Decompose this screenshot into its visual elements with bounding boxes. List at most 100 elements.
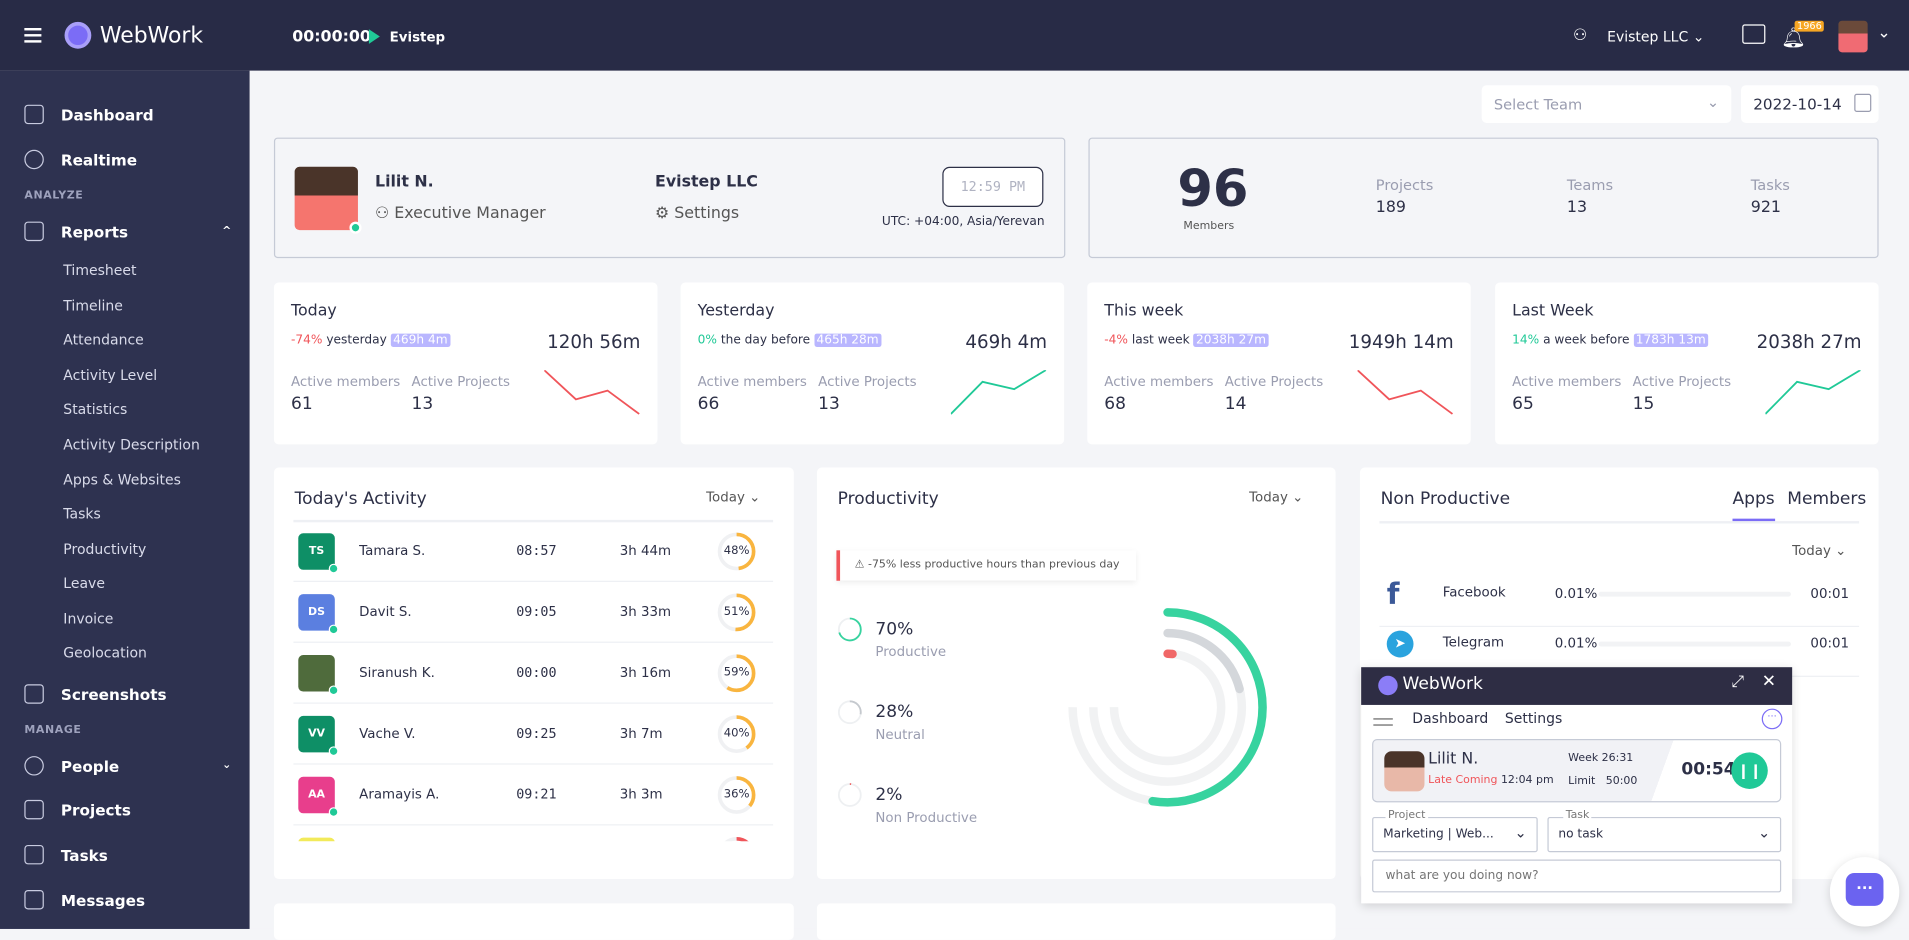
- support-chat-button[interactable]: ···: [1829, 857, 1900, 927]
- sidebar-subitem[interactable]: Tasks: [63, 505, 101, 523]
- sidebar-subitem[interactable]: Invoice: [63, 609, 114, 628]
- sidebar-item-realtime[interactable]: Realtime: [24, 149, 138, 170]
- telegram-icon: ➤: [1386, 630, 1414, 658]
- label: Realtime: [60, 150, 138, 169]
- tab-apps[interactable]: Apps: [1732, 489, 1775, 523]
- date-picker[interactable]: 2022-10-14: [1741, 85, 1879, 123]
- alert-text: -75% less productive hours than previous…: [868, 558, 1120, 572]
- company-dropdown[interactable]: Evistep LLC ⌄: [1607, 28, 1705, 46]
- week-value: 26:31: [1601, 752, 1634, 765]
- messages-icon[interactable]: [1742, 24, 1766, 44]
- sidebar-subitem[interactable]: Activity Description: [63, 435, 200, 453]
- menu-icon[interactable]: [1373, 718, 1393, 726]
- summary-title: Yesterday: [697, 301, 775, 321]
- chat-icon[interactable]: ···: [1761, 708, 1783, 730]
- expand-icon[interactable]: ⤢: [1731, 673, 1744, 692]
- todays-activity-card: Today's Activity Today ⌄ TS Tamara S. 08…: [273, 467, 794, 880]
- previous-value: 2038h 27m: [1193, 333, 1269, 347]
- activity-row[interactable]: AA Aramayis A. 09:21 3h 3m 36%: [293, 765, 774, 826]
- app-row[interactable]: f Facebook 0.01% 00:01: [1379, 577, 1860, 628]
- activity-row[interactable]: Siranush K. 00:00 3h 16m 59%: [293, 643, 774, 704]
- activity-ring: [717, 593, 756, 632]
- sidebar-subitem[interactable]: Attendance: [63, 331, 144, 349]
- total-hours: 2038h 27m: [1756, 331, 1862, 354]
- activity-filter[interactable]: Today ⌄: [706, 489, 761, 506]
- sidebar-item-dashboard[interactable]: Dashboard: [24, 104, 154, 125]
- chevron-down-icon: ⌄: [222, 759, 232, 772]
- sidebar-subitem[interactable]: Statistics: [63, 400, 128, 418]
- company-switch-icon: ⚇: [1573, 26, 1588, 46]
- warning-icon: ⚠: [854, 558, 869, 572]
- trend-sparkline: [544, 370, 640, 415]
- gear-icon: ⚙: [655, 204, 675, 223]
- sparkline-line: [1357, 370, 1454, 415]
- sidebar-subitem[interactable]: Geolocation: [63, 644, 147, 662]
- sidebar-subitem[interactable]: Productivity: [63, 540, 147, 558]
- sidebar-subitem[interactable]: Leave: [63, 574, 105, 592]
- nonproductive-filter[interactable]: Today ⌄: [1792, 543, 1847, 559]
- start-time: 08:57: [516, 543, 557, 559]
- team-select[interactable]: Select Team ⌄: [1481, 85, 1732, 123]
- chat-bubble-icon: ···: [1845, 872, 1884, 906]
- sidebar-item-tasks[interactable]: Tasks: [24, 844, 108, 865]
- legend-ring: [837, 783, 862, 807]
- sidebar-item-messages[interactable]: Messages: [24, 889, 145, 910]
- tasks-label: Tasks: [1750, 176, 1790, 194]
- close-icon[interactable]: ✕: [1761, 672, 1777, 692]
- logo-icon: [64, 21, 92, 49]
- pause-button[interactable]: ❙❙: [1731, 752, 1768, 789]
- donut-track: [1109, 649, 1226, 766]
- member-avatar: GP: [298, 837, 335, 842]
- screenshots-icon: [24, 684, 44, 704]
- productivity-alert: ⚠ -75% less productive hours than previo…: [836, 550, 1136, 581]
- sidebar-subitem[interactable]: Timeline: [63, 297, 123, 315]
- trend-sparkline: [1765, 370, 1861, 415]
- sidebar-subitem[interactable]: Timesheet: [63, 261, 137, 279]
- chevron-down-icon[interactable]: ⌄: [1877, 24, 1891, 43]
- summary-card: Last Week 14% a week before 1783h 13m 20…: [1495, 282, 1879, 445]
- widget-nav-dashboard[interactable]: Dashboard: [1412, 709, 1489, 727]
- menu-icon[interactable]: [24, 28, 42, 43]
- task-select[interactable]: Task no task ⌄: [1547, 809, 1782, 853]
- members-count: 96: [1177, 158, 1249, 218]
- productivity-label: Neutral: [875, 726, 925, 743]
- duration: 3h 44m: [619, 543, 672, 559]
- activity-row[interactable]: TS Tamara S. 08:57 3h 44m 48%: [293, 521, 774, 582]
- activity-ring-fill: [717, 776, 756, 814]
- reports-icon: [24, 221, 44, 242]
- sidebar-subitem[interactable]: Activity Level: [63, 366, 158, 384]
- member-name: Tamara S.: [359, 543, 426, 559]
- summary-card: This week -4% last week 2038h 27m 1949h …: [1087, 282, 1471, 445]
- productivity-filter[interactable]: Today ⌄: [1249, 489, 1304, 506]
- activity-row[interactable]: DS Davit S. 09:05 3h 33m 51%: [293, 582, 774, 643]
- activity-row[interactable]: VV Vache V. 09:25 3h 7m 40%: [293, 704, 774, 765]
- calendar-icon[interactable]: [1854, 93, 1872, 113]
- sidebar-item-people[interactable]: People ⌄: [24, 756, 232, 776]
- sidebar-item-screenshots[interactable]: Screenshots: [24, 684, 167, 704]
- task-label: Task: [1563, 809, 1592, 822]
- member-avatar: VV: [298, 715, 339, 756]
- sidebar-subitem[interactable]: Apps & Websites: [63, 471, 181, 489]
- play-icon[interactable]: [368, 29, 380, 44]
- donut-segment: [1109, 649, 1226, 766]
- activity-ring-fill: [717, 654, 756, 693]
- timezone: UTC: +04:00, Asia/Yerevan: [881, 215, 1045, 229]
- change-percent: -74%: [290, 333, 323, 347]
- activity-row[interactable]: GP Gevorg P. 09:40 3h 1m 30%: [293, 825, 773, 842]
- legend-ring: [837, 700, 862, 725]
- section-analyze: ANALYZE: [24, 189, 84, 203]
- tab-members[interactable]: Members: [1787, 489, 1867, 509]
- activity-ring: [717, 715, 756, 754]
- settings-link[interactable]: ⚙ Settings: [655, 205, 739, 223]
- widget-nav-settings[interactable]: Settings: [1504, 709, 1563, 727]
- sidebar-item-projects[interactable]: Projects: [24, 799, 131, 820]
- activity-note-input[interactable]: [1372, 859, 1782, 893]
- app-usage-bar: [1598, 641, 1791, 647]
- project-select[interactable]: Project Marketing | Web... ⌄: [1372, 809, 1538, 853]
- chevron-down-icon: ⌄: [1514, 824, 1527, 842]
- widget-user-name: Lilit N.: [1428, 749, 1479, 769]
- productivity-donut: [1068, 608, 1267, 807]
- chevron-down-icon: ⌄: [1757, 824, 1771, 842]
- user-avatar[interactable]: [1838, 20, 1868, 53]
- sidebar-item-reports[interactable]: Reports ^: [24, 221, 231, 242]
